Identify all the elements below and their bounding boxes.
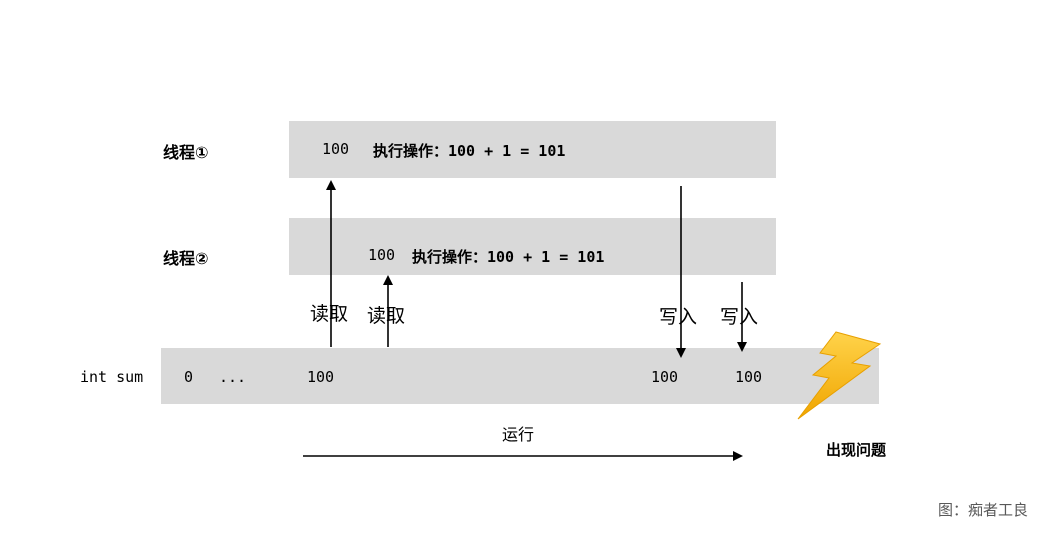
- image-caption: 图：痴者工良: [938, 501, 1029, 519]
- read-label-2: 读取: [367, 305, 406, 327]
- sum-label: int sum: [80, 368, 144, 386]
- write-label-2: 写入: [720, 306, 759, 328]
- sum-bar: [161, 348, 879, 404]
- problem-label: 出现问题: [826, 441, 887, 459]
- thread1-value: 100: [322, 140, 350, 158]
- read-label-1: 读取: [310, 303, 349, 325]
- write-label-1: 写入: [659, 306, 698, 328]
- sum-value-100-a: 100: [307, 368, 335, 386]
- sum-ellipsis: ...: [219, 368, 247, 386]
- thread1-bar: [289, 121, 776, 178]
- sum-value-0: 0: [184, 368, 194, 386]
- thread2-operation: 执行操作：100 + 1 = 101: [412, 248, 605, 266]
- thread1-operation: 执行操作：100 + 1 = 101: [373, 142, 566, 160]
- thread2-value: 100: [368, 246, 396, 264]
- sum-value-100-c: 100: [735, 368, 763, 386]
- lightning-bolt-icon: [797, 331, 882, 420]
- timeline-label: 运行: [502, 425, 535, 444]
- thread2-label: 线程②: [163, 249, 209, 268]
- thread2-bar: [289, 218, 776, 275]
- sum-value-100-b: 100: [651, 368, 679, 386]
- thread1-label: 线程①: [163, 143, 209, 162]
